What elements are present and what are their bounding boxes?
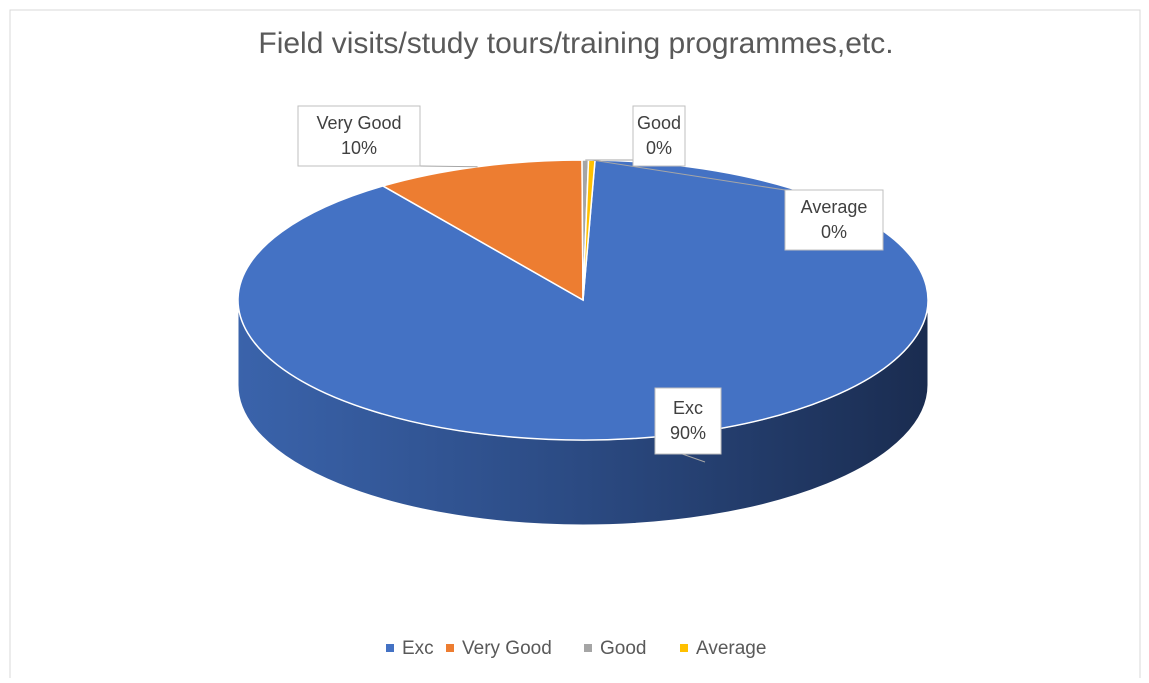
label-category: Exc — [673, 398, 703, 418]
label-box — [297, 105, 421, 167]
legend-marker — [680, 644, 688, 652]
label-value: 10% — [341, 138, 377, 158]
label-category: Very Good — [316, 113, 401, 133]
label-value: 0% — [646, 138, 672, 158]
legend-marker — [446, 644, 454, 652]
leader-line — [419, 165, 478, 168]
legend: Exc Very Good Good Average — [386, 638, 766, 659]
label-box — [654, 387, 722, 455]
label-value: 0% — [821, 222, 847, 242]
leader-line — [682, 453, 706, 463]
label-box — [632, 105, 686, 167]
legend-marker — [386, 644, 394, 652]
label-category: Good — [637, 113, 681, 133]
label-box — [784, 189, 884, 251]
label-value: 90% — [670, 423, 706, 443]
chart-border — [9, 9, 1141, 678]
legend-marker — [584, 644, 592, 652]
pie — [237, 159, 929, 526]
label-category: Average — [801, 197, 868, 217]
leader-line — [591, 159, 786, 191]
legend-label: Exc — [402, 638, 434, 659]
chart-title: Field visits/study tours/training progra… — [258, 27, 893, 60]
slice — [381, 159, 584, 302]
legend-label: Very Good — [462, 638, 552, 659]
legend-label: Good — [600, 638, 646, 659]
legend-label: Average — [696, 638, 766, 659]
data-labels: Exc 90% Very Good 10% Good 0% Average 0% — [297, 105, 884, 463]
